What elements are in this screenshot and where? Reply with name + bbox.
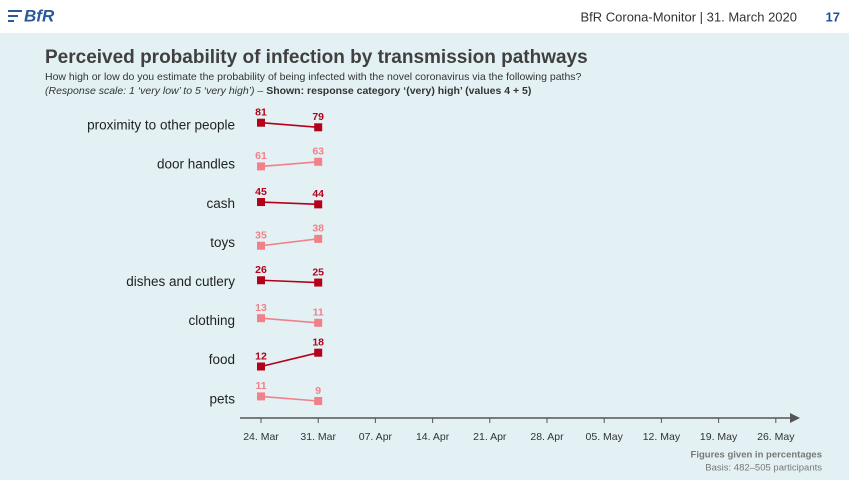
x-tick-label: 07. Apr — [359, 431, 393, 443]
series-line — [260, 279, 319, 284]
marker — [257, 362, 265, 371]
value-label: 9 — [315, 385, 321, 397]
row-label: dishes and cutlery — [126, 274, 235, 289]
value-label: 44 — [312, 188, 324, 200]
value-label: 13 — [255, 302, 267, 314]
axis-arrow — [790, 413, 800, 423]
row-label: door handles — [157, 157, 235, 172]
value-label: 45 — [255, 186, 267, 198]
subtitle: How high or low do you estimate the prob… — [45, 71, 582, 83]
series-line — [260, 121, 319, 129]
series-line — [260, 161, 319, 168]
row-label: food — [209, 352, 235, 367]
marker — [314, 318, 323, 327]
x-tick-label: 12. May — [643, 431, 681, 443]
marker — [314, 234, 323, 243]
x-tick-label: 24. Mar — [243, 431, 279, 443]
marker — [257, 314, 265, 323]
series-line — [260, 395, 319, 402]
value-label: 25 — [312, 266, 324, 278]
page-number: 17 — [826, 9, 840, 24]
x-tick-label: 21. Apr — [473, 431, 507, 443]
marker — [257, 162, 265, 171]
chart-title: Perceived probability of infection by tr… — [45, 47, 588, 68]
marker — [314, 348, 323, 357]
value-label: 11 — [313, 307, 324, 319]
value-label: 26 — [255, 264, 267, 276]
x-tick-label: 19. May — [700, 431, 738, 443]
marker — [314, 123, 323, 132]
x-tick-label: 31. Mar — [300, 431, 336, 443]
series-line — [260, 201, 319, 206]
row-label: clothing — [188, 313, 235, 328]
scale-note: (Response scale: 1 ‘very low’ to 5 ‘very… — [45, 85, 531, 97]
marker — [257, 241, 265, 250]
marker — [257, 118, 265, 127]
value-label: 79 — [312, 111, 324, 123]
logo: BfR — [24, 6, 55, 25]
value-label: 11 — [255, 380, 266, 392]
shown-text: Shown: response category ‘(very) high’ (… — [266, 85, 531, 97]
logo-icon — [8, 10, 22, 22]
x-tick-label: 28. Apr — [530, 431, 564, 443]
row-label: proximity to other people — [87, 118, 235, 133]
marker — [314, 278, 323, 287]
marker — [314, 397, 323, 405]
marker — [257, 276, 265, 285]
header-band — [0, 0, 849, 33]
series-line — [260, 351, 319, 368]
row-label: pets — [209, 391, 235, 406]
value-label: 18 — [312, 336, 324, 348]
row-label: toys — [210, 235, 235, 250]
scale-text: (Response scale: 1 ‘very low’ to 5 ‘very… — [45, 85, 266, 97]
x-tick-label: 26. May — [757, 431, 795, 443]
x-tick-label: 05. May — [586, 431, 624, 443]
value-label: 61 — [255, 150, 267, 162]
series-line — [260, 317, 319, 324]
footer-basis: Basis: 482–505 participants — [705, 463, 822, 474]
header-source: BfR Corona-Monitor | 31. March 2020 — [580, 9, 797, 24]
footer-note: Figures given in percentages — [691, 450, 822, 461]
marker — [257, 198, 265, 207]
marker — [257, 392, 265, 401]
value-label: 63 — [312, 146, 324, 158]
value-label: 38 — [312, 223, 324, 235]
series-line — [260, 238, 319, 247]
row-label: cash — [206, 196, 235, 211]
marker — [314, 200, 323, 209]
x-tick-label: 14. Apr — [416, 431, 450, 443]
value-label: 35 — [255, 230, 267, 242]
value-label: 81 — [255, 106, 267, 118]
value-label: 12 — [255, 350, 267, 362]
marker — [314, 157, 323, 166]
